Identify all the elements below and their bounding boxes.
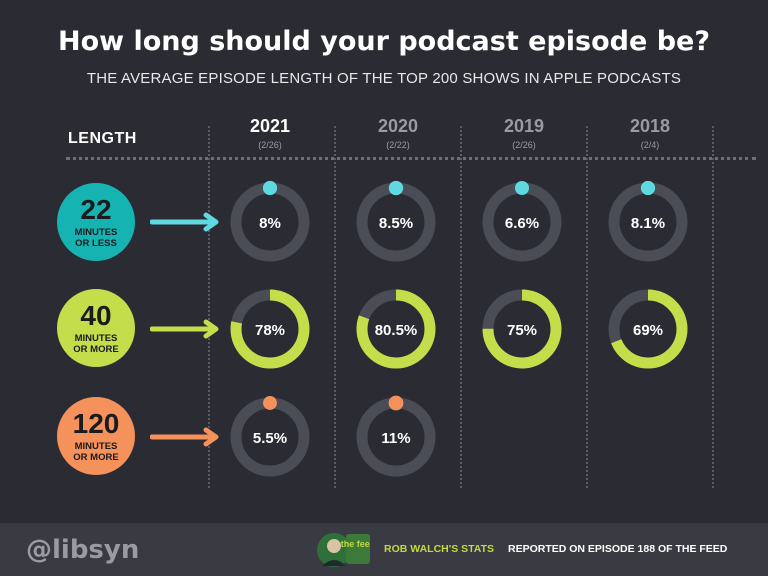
year-date: (2/26): [258, 140, 282, 150]
column-divider: [334, 126, 336, 488]
donut-120-minutes-or-more-2020: 11%: [356, 395, 436, 477]
badge-120-minutes-or-more: 120 MINUTES OR MORE: [57, 397, 135, 475]
year-label: 2018: [629, 116, 671, 136]
donut-22-minutes-or-less-2020: 8.5%: [356, 180, 436, 262]
donut-value-label: 8%: [259, 215, 281, 232]
logo-text: the feed: [341, 539, 370, 549]
badge-40-minutes-or-more: 40 MINUTES OR MORE: [57, 289, 135, 367]
badge-number: 22: [80, 194, 112, 225]
donut-value-label: 75%: [507, 322, 537, 339]
donut-value-arc: [608, 289, 688, 369]
column-divider: [712, 126, 714, 488]
header-divider: [66, 157, 756, 160]
donut-value-label: 5.5%: [253, 430, 287, 447]
arrow-right-icon: [150, 212, 219, 232]
year-date: (2/26): [512, 140, 536, 150]
badge-number: 120: [72, 408, 120, 439]
donut-value-mark: [640, 180, 656, 196]
chart-title: How long should your podcast episode be?: [57, 26, 711, 57]
donut-value-label: 69%: [633, 322, 663, 339]
donut-value-arc: [230, 289, 310, 369]
donut-value-label: 78%: [255, 322, 285, 339]
credit-reported: REPORTED ON EPISODE 188 OF THE FEED: [508, 543, 728, 555]
donut-value-mark: [388, 180, 404, 196]
year-header-2018: 2018 (2/4): [590, 116, 710, 150]
donut-value-mark: [263, 396, 277, 410]
arrow-right-icon: [150, 427, 219, 447]
the-feed-logo-icon: the feed: [317, 533, 370, 567]
donut-22-minutes-or-less-2019: 6.6%: [482, 180, 562, 262]
year-label: 2021: [249, 116, 291, 136]
donut-value-mark: [388, 395, 404, 411]
badge-unit: OR MORE: [73, 452, 119, 463]
chart-subtitle: THE AVERAGE EPISODE LENGTH OF THE TOP 20…: [86, 70, 682, 87]
donut-22-minutes-or-less-2018: 8.1%: [608, 180, 688, 262]
badge-unit: OR LESS: [75, 238, 117, 249]
year-label: 2020: [377, 116, 419, 136]
donut-40-minutes-or-more-2021: 78%: [230, 289, 310, 369]
donut-value-label: 8.5%: [379, 215, 413, 232]
badge-unit: MINUTES: [74, 333, 118, 344]
libsyn-handle: @libsyn: [26, 535, 140, 565]
donut-value-label: 11%: [381, 430, 410, 447]
donut-chart-grid: 8% 8.5% 6.6% 8.1% 78% 80.5% 75% 69% 5.5% 11%: [230, 180, 688, 477]
credit-stats: ROB WALCH'S STATS: [384, 543, 495, 555]
donut-40-minutes-or-more-2020: 80.5%: [356, 289, 436, 369]
column-divider: [208, 126, 210, 488]
column-divider: [460, 126, 462, 488]
donut-40-minutes-or-more-2018: 69%: [608, 289, 688, 369]
year-header-2021: 2021 (2/26): [210, 116, 330, 150]
year-header-2019: 2019 (2/26): [464, 116, 584, 150]
badge-22-minutes-or-less: 22 MINUTES OR LESS: [57, 183, 135, 261]
length-header: LENGTH: [68, 130, 137, 147]
badge-unit: MINUTES: [74, 227, 118, 238]
arrow-right-icon: [150, 319, 219, 339]
donut-value-arc: [356, 289, 436, 369]
badge-number: 40: [80, 300, 112, 331]
donut-40-minutes-or-more-2019: 75%: [482, 289, 562, 369]
donut-value-mark: [514, 180, 530, 196]
donut-value-label: 8.1%: [631, 215, 665, 232]
donut-120-minutes-or-more-2021: 5.5%: [230, 396, 310, 477]
footer-bar: @libsyn the feed ROB WALCH'S STATS REPOR…: [0, 523, 768, 576]
badge-unit: MINUTES: [74, 441, 118, 452]
donut-22-minutes-or-less-2021: 8%: [230, 180, 310, 262]
column-divider: [586, 126, 588, 488]
year-date: (2/22): [386, 140, 410, 150]
donut-value-label: 80.5%: [375, 322, 418, 339]
year-label: 2019: [503, 116, 545, 136]
donut-value-label: 6.6%: [505, 215, 539, 232]
badge-unit: OR MORE: [73, 344, 119, 355]
donut-value-mark: [262, 180, 278, 196]
year-date: (2/4): [640, 140, 660, 150]
year-header-2020: 2020 (2/22): [338, 116, 458, 150]
donut-value-arc: [482, 289, 562, 369]
